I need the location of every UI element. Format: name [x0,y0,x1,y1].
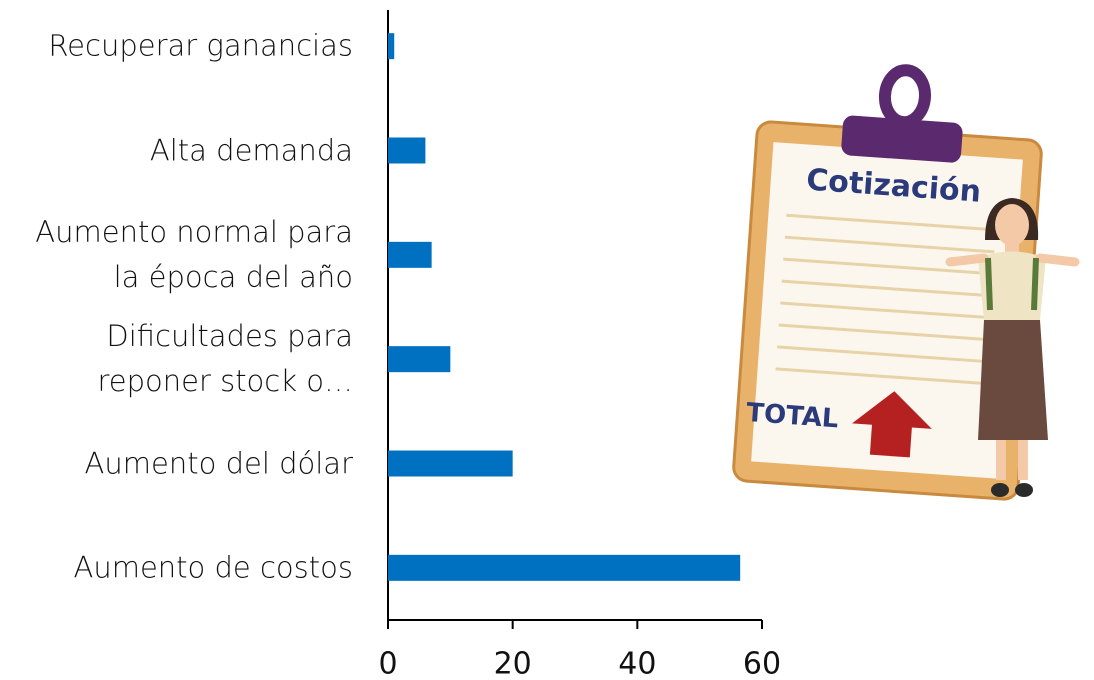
y-tick-label: Aumento normal para la época del año [35,214,353,294]
y-tick-label: Aumento de costos [73,550,353,585]
bar [388,450,513,477]
y-tick-label: Dificultades para reponer stock o… [97,319,353,399]
y-tick-label: Recuperar ganancias [48,28,353,63]
woman [945,198,1080,497]
bar [388,346,451,373]
x-tick-label: 20 [494,647,532,680]
paper-lines [775,213,996,386]
bar [388,33,395,60]
y-tick-label: Alta demanda [149,133,353,167]
bar [388,241,432,268]
clip-ring [878,64,932,129]
up-arrow [852,391,932,458]
y-tick-label: Aumento del dólar [84,446,353,480]
bar [388,554,741,581]
annotation: TOTAL [745,398,839,434]
bar [388,137,426,164]
x-tick-label: 60 [743,647,781,680]
illustration: Cotización TOTAL [732,64,1080,501]
x-tick-label: 40 [618,647,656,680]
clip [841,115,963,163]
x-tick-label: 0 [378,647,397,680]
